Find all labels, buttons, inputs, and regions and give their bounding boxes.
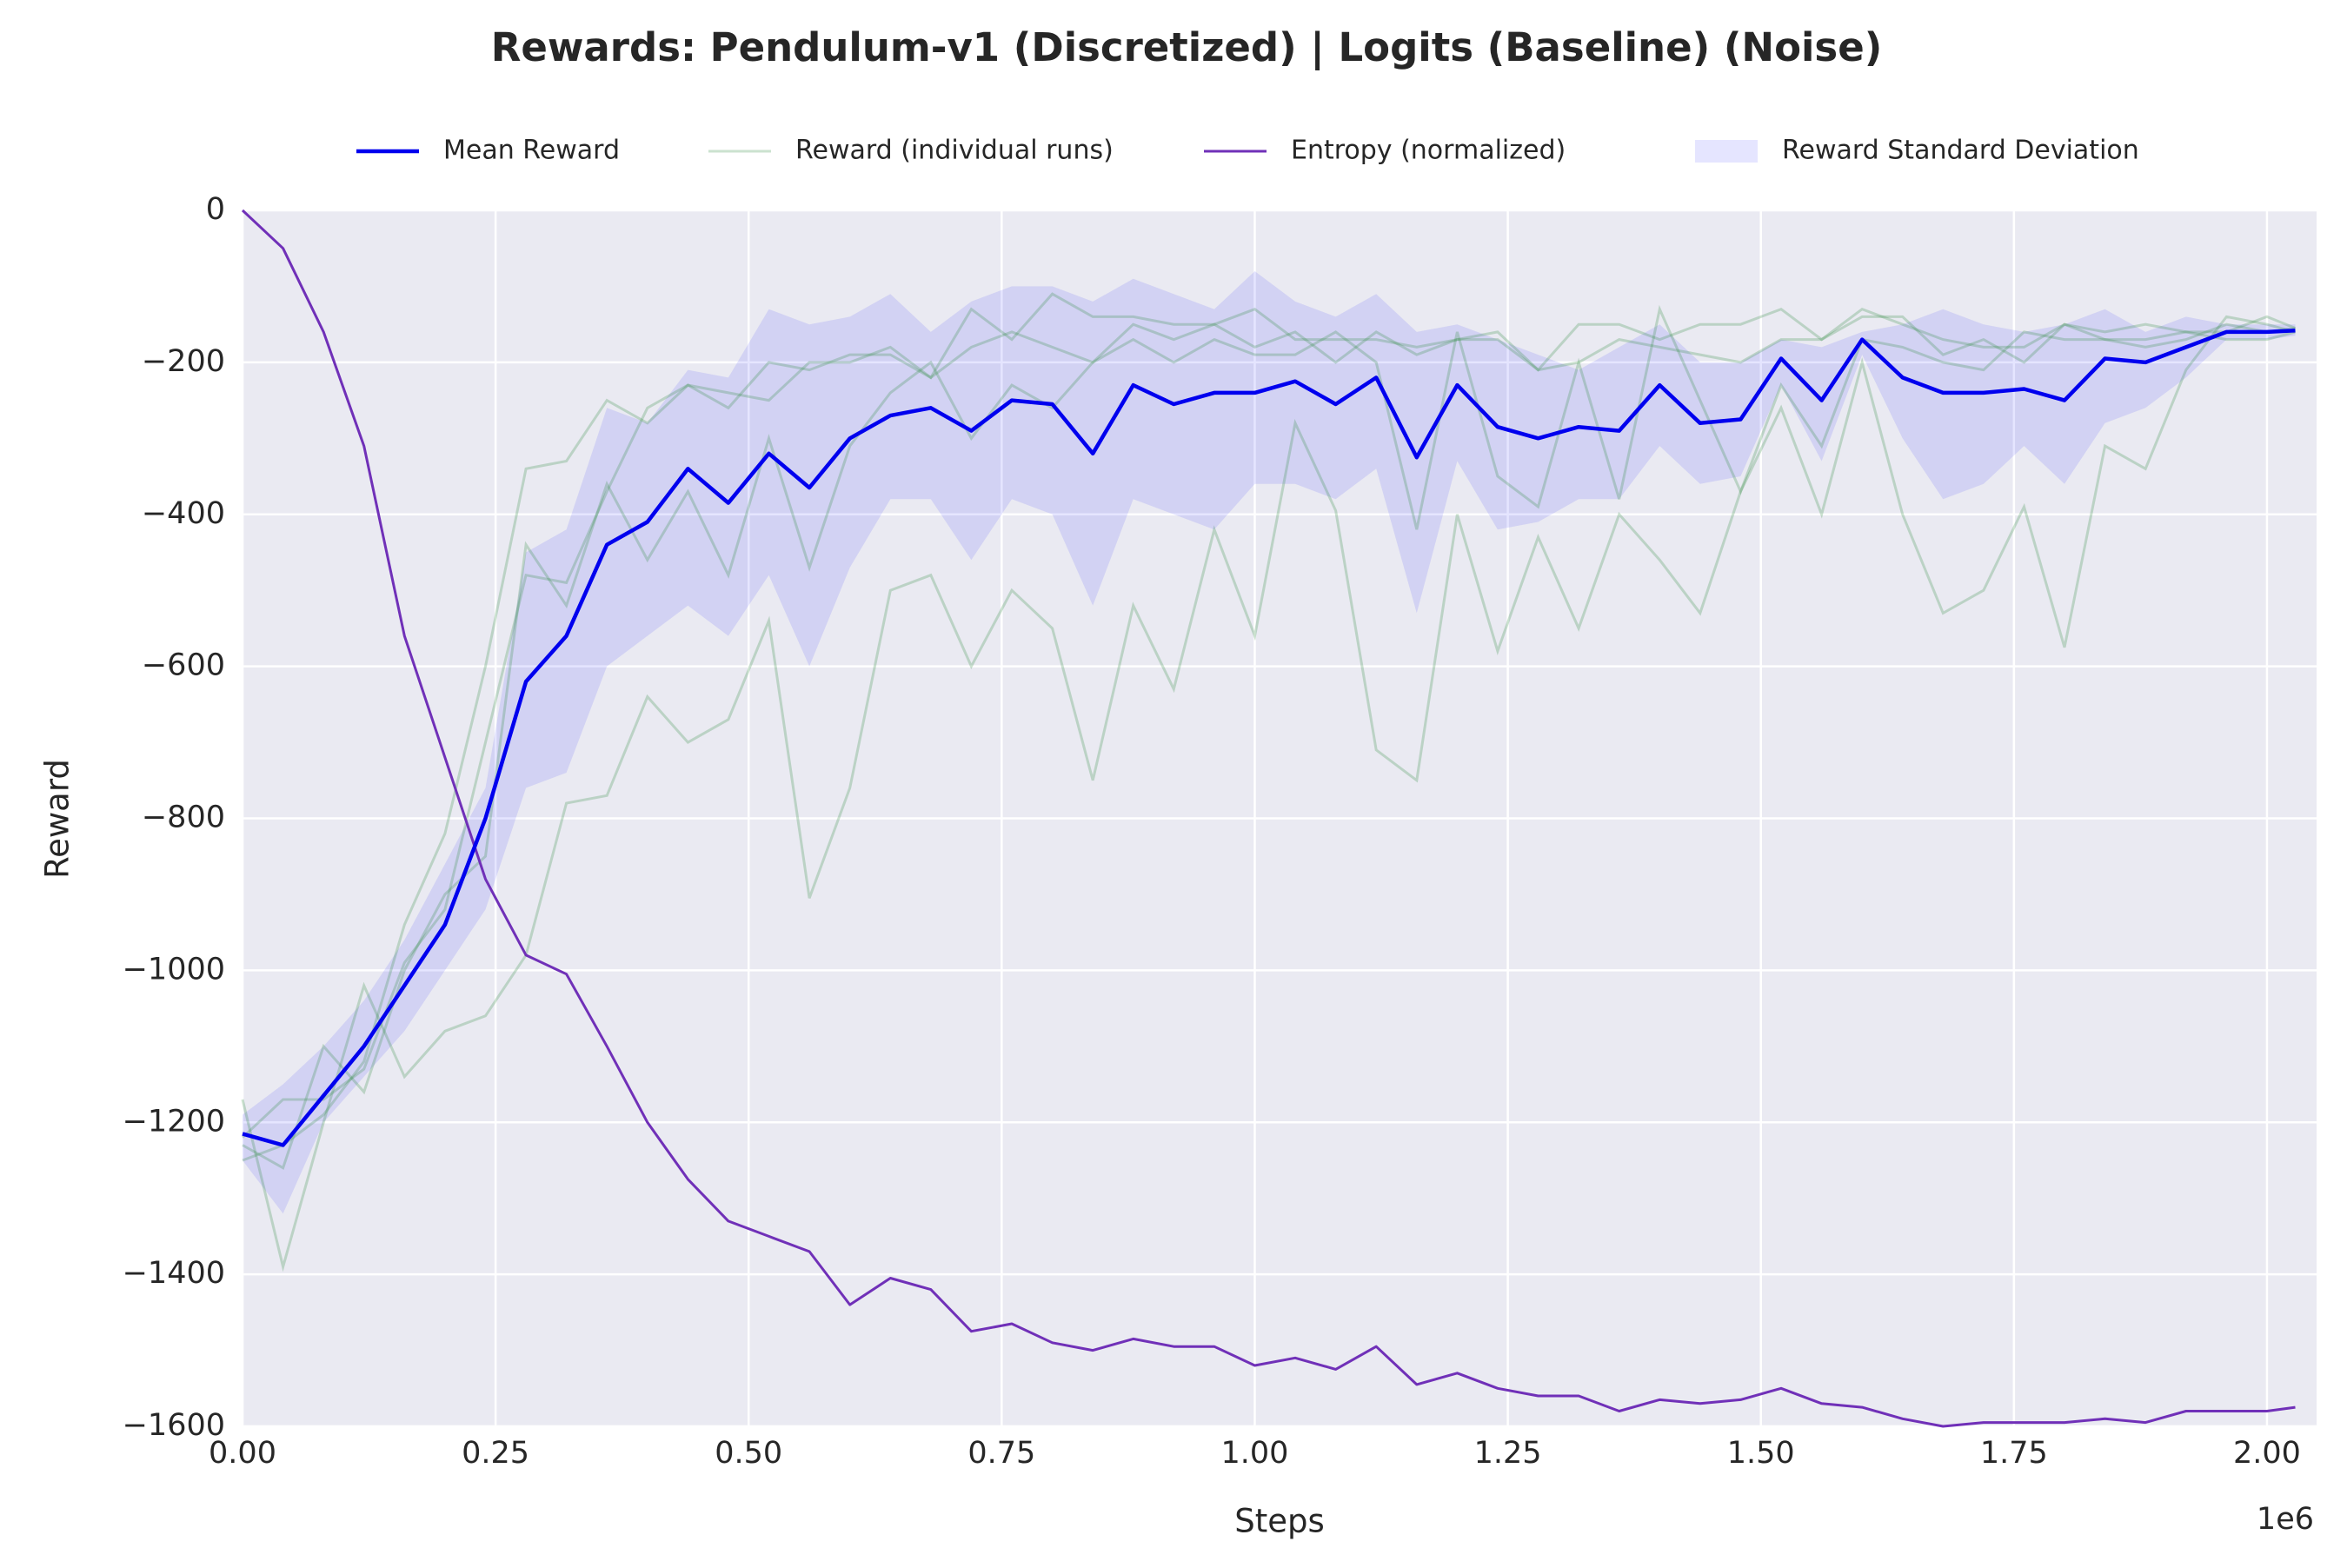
x-offset-label: 1e6 — [2257, 1502, 2314, 1537]
y-tick-label: −400 — [142, 496, 225, 531]
x-tick-label: 0.00 — [209, 1436, 276, 1471]
x-tick-label: 1.00 — [1221, 1436, 1289, 1471]
chart-title: Rewards: Pendulum-v1 (Discretized) | Log… — [491, 24, 1883, 70]
legend-swatch — [1695, 140, 1758, 163]
y-tick-label: 0 — [206, 192, 225, 227]
y-tick-label: −600 — [142, 648, 225, 683]
run-line — [241, 315, 2296, 1272]
run-line — [242, 304, 2297, 1170]
plot-area — [241, 209, 2297, 1428]
grid — [241, 209, 2317, 1428]
y-tick-label: −800 — [142, 801, 225, 835]
std-band — [243, 271, 2296, 1214]
y-tick-label: −1400 — [123, 1256, 225, 1291]
y-tick-label: −200 — [142, 344, 225, 379]
y-axis-label: Reward — [39, 759, 76, 879]
legend-label: Reward (individual runs) — [795, 136, 1114, 166]
legend-label: Entropy (normalized) — [1291, 136, 1566, 166]
x-tick-label: 1.50 — [1727, 1436, 1795, 1471]
y-tick-label: −1000 — [123, 952, 225, 987]
y-tick-label: −1200 — [123, 1104, 225, 1139]
x-tick-label: 0.50 — [715, 1436, 782, 1471]
mean-line — [242, 328, 2296, 1147]
x-tick-label: 0.75 — [967, 1436, 1035, 1471]
legend: Mean Reward Reward (individual runs) Entro… — [356, 136, 2139, 166]
entropy-line — [241, 209, 2296, 1428]
run-line — [241, 292, 2296, 1139]
x-axis-label: Steps — [1234, 1503, 1325, 1540]
run-line — [242, 308, 2296, 1162]
x-tick-label: 1.75 — [1980, 1436, 2048, 1471]
x-tick-label: 2.00 — [2233, 1436, 2301, 1471]
legend-label: Reward Standard Deviation — [1782, 136, 2139, 166]
x-tick-label: 0.25 — [462, 1436, 529, 1471]
y-tick-label: −1600 — [123, 1408, 225, 1443]
x-tick-label: 1.25 — [1474, 1436, 1542, 1471]
legend-label: Mean Reward — [443, 136, 620, 166]
